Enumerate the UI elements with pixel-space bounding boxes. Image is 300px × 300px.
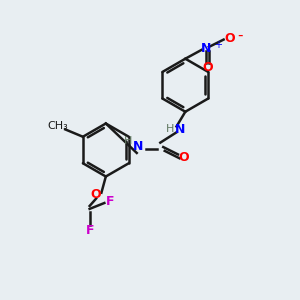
Text: O: O — [224, 32, 235, 45]
Text: O: O — [178, 152, 189, 164]
Text: H: H — [124, 136, 132, 146]
Text: +: + — [214, 40, 222, 50]
Text: N: N — [133, 140, 143, 153]
Text: F: F — [106, 195, 115, 208]
Text: O: O — [91, 188, 101, 201]
Text: N: N — [201, 42, 211, 55]
Text: H: H — [166, 124, 174, 134]
Text: -: - — [237, 28, 243, 43]
Text: CH₃: CH₃ — [47, 121, 68, 130]
Text: N: N — [175, 123, 185, 136]
Text: O: O — [202, 61, 213, 74]
Text: F: F — [85, 224, 94, 237]
